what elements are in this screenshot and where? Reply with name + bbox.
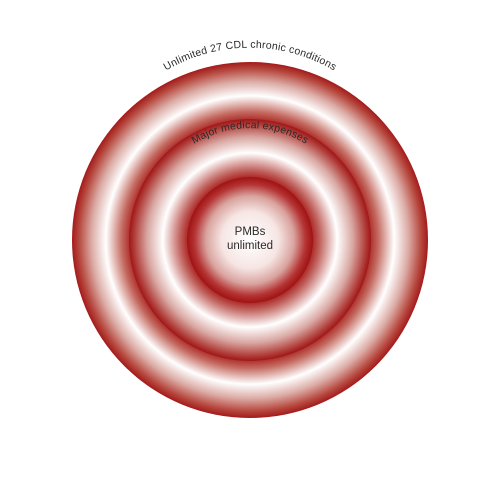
center-label-line1: PMBs — [235, 226, 266, 238]
inner-disk — [187, 177, 313, 303]
center-label-line2: unlimited — [227, 240, 273, 252]
